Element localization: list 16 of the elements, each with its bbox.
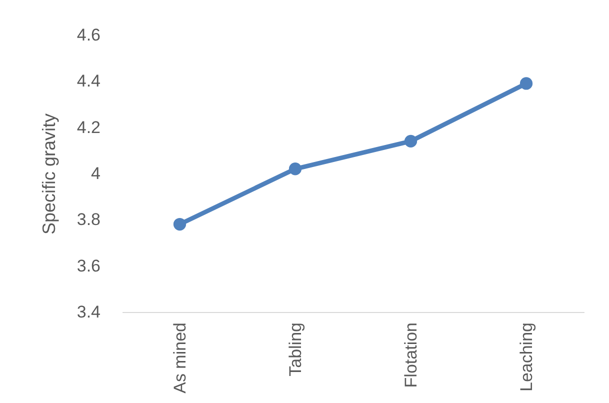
y-tick-label: 4.2 xyxy=(76,118,100,137)
y-tick-label: 3.4 xyxy=(76,302,100,322)
x-tick-label: As mined xyxy=(170,322,190,394)
x-tick-label: Tabling xyxy=(286,322,305,376)
y-axis-title: Specific gravity xyxy=(38,113,59,235)
y-tick-label: 4.6 xyxy=(76,26,100,44)
point xyxy=(288,162,302,176)
point xyxy=(173,218,186,231)
y-tick-label: 4.4 xyxy=(76,72,100,91)
y-tick-label: 3.8 xyxy=(76,210,100,230)
x-tick-label: Leaching xyxy=(516,322,536,392)
point xyxy=(404,134,418,148)
y-tick-label: 3.6 xyxy=(76,256,100,276)
y-tick-label: 4 xyxy=(91,164,100,183)
x-tick-label: Flotation xyxy=(401,322,420,388)
point xyxy=(520,77,533,90)
